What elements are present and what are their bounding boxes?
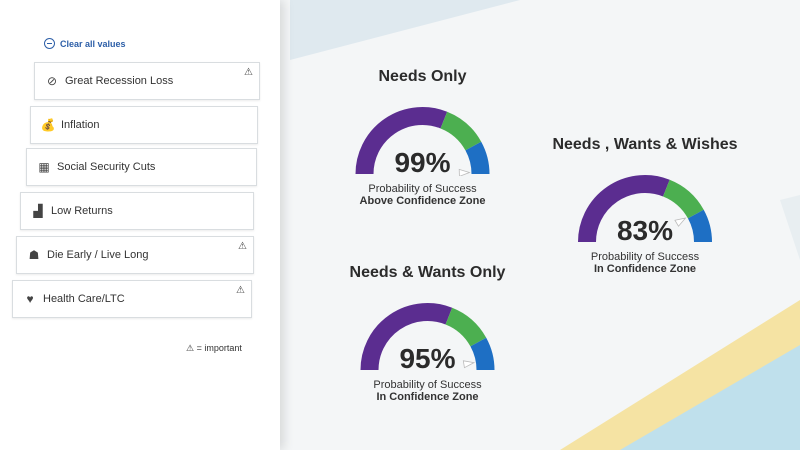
important-legend: ⚠ = important [186,343,242,354]
risk-item-die-early[interactable]: ☗ Die Early / Live Long ⚠ [16,236,254,274]
gauge-segment-blue [470,337,495,371]
gauge-dial: 95% [360,303,495,374]
gauge-caption: Probability of Success [373,379,482,391]
inflation-icon: 💰 [40,118,56,132]
gauge-title: Needs Only [378,68,467,85]
warning-icon: ⚠ [244,67,253,78]
gauge-dial: 99% [355,107,490,178]
minus-circle-icon [44,38,55,49]
gauge-zone: In Confidence Zone [593,263,697,275]
clear-all-link[interactable]: Clear all values [44,38,126,49]
risk-item-health-care[interactable]: ♥ Health Care/LTC ⚠ [12,280,252,318]
risk-label: Health Care/LTC [43,293,125,305]
gauge-value: 83% [617,215,673,244]
gauge-segment-purple [578,175,670,243]
gauge-title: Needs & Wants Only [349,264,506,281]
warning-icon: ⚠ [186,343,195,353]
tombstone-icon: ☗ [28,248,40,262]
gauge-caption: Probability of Success [368,183,477,195]
gauge-segment-green [440,111,482,151]
gauge-segment-green [445,307,487,347]
risk-label: Great Recession Loss [65,75,174,87]
legend-text: = important [196,343,242,353]
social-security-icon: ▦ [38,160,50,174]
gauge-segment-blue [465,141,490,175]
gauge-pointer [458,168,471,177]
gauge-segment-blue [687,209,712,243]
risk-label: Social Security Cuts [57,161,156,173]
risk-label: Die Early / Live Long [47,249,149,261]
gauge-dial: 83% [578,175,712,246]
low-returns-icon: ▟ [33,204,43,218]
warning-icon: ⚠ [236,285,245,296]
gauge-zone: In Confidence Zone [376,391,479,403]
risk-item-social-security[interactable]: ▦ Social Security Cuts [26,148,257,186]
risk-item-inflation[interactable]: 💰 Inflation [30,106,258,144]
gauge-caption: Probability of Success [590,251,700,263]
gauge-needs-wants-wishes: Needs , Wants & Wishes 83% Probability o… [540,136,750,275]
warning-icon: ⚠ [238,241,247,252]
gauge-segment-purple [355,107,448,175]
gauge-needs-wants: Needs & Wants Only 95% Probability of Su… [330,264,525,403]
gauge-pointer [462,360,476,369]
risk-label: Low Returns [51,205,113,217]
gauge-needs-only: Needs Only 99% Probability of Success Ab… [335,68,510,207]
clear-all-label: Clear all values [60,38,126,49]
gauge-segment-purple [360,303,453,371]
gauge-value: 95% [399,343,455,372]
risk-label: Inflation [61,119,100,131]
risk-item-low-returns[interactable]: ▟ Low Returns [20,192,254,230]
gauge-segment-green [662,179,704,219]
gauge-pointer [674,217,687,227]
health-care-icon: ♥ [26,292,34,306]
recession-icon: ⊘ [46,74,58,88]
risk-item-great-recession[interactable]: ⊘ Great Recession Loss ⚠ [34,62,260,100]
gauge-zone: Above Confidence Zone [359,195,486,207]
gauge-value: 99% [394,147,450,176]
gauge-title: Needs , Wants & Wishes [552,136,738,153]
